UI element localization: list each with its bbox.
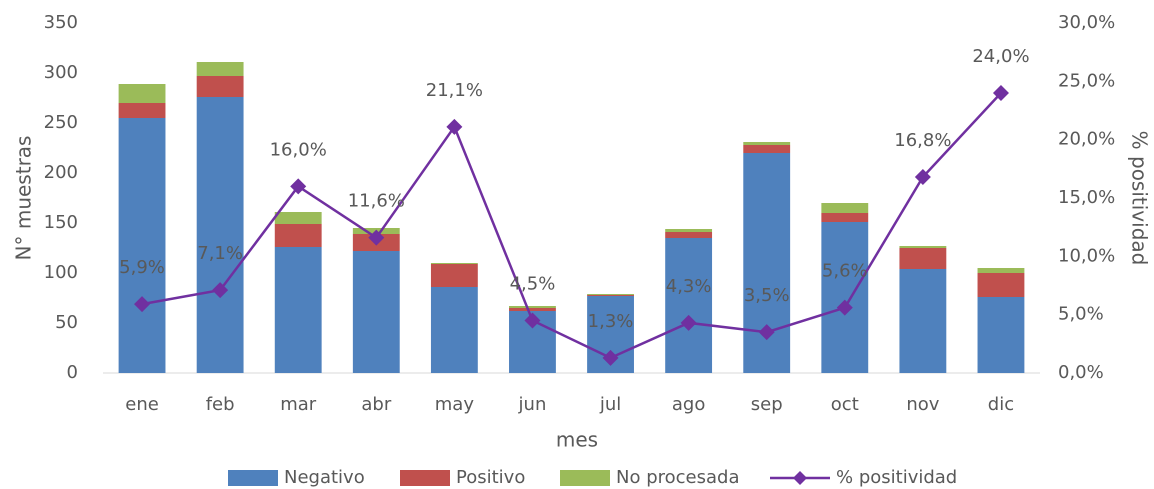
bar-segment xyxy=(821,213,869,222)
bar-segment xyxy=(977,297,1025,373)
bar-segment xyxy=(196,76,244,97)
legend-label: Positivo xyxy=(456,467,525,488)
data-label: 21,1% xyxy=(426,80,483,101)
bar-segment xyxy=(899,269,947,373)
line-marker xyxy=(836,299,853,316)
bar-segment xyxy=(743,145,791,153)
bar-segment xyxy=(274,224,322,247)
bar-segment xyxy=(430,287,478,373)
bar-segment xyxy=(509,306,556,308)
legend-label: No procesada xyxy=(616,467,739,488)
x-tick-label: jul xyxy=(599,394,621,415)
bar-segment xyxy=(899,246,947,248)
x-tick-label: oct xyxy=(831,394,859,415)
y2-tick-label: 25,0% xyxy=(1058,70,1115,91)
y-tick-label: 250 xyxy=(44,112,78,133)
x-tick-label: abr xyxy=(361,394,391,415)
bar-segment xyxy=(587,294,634,295)
x-tick-label: ago xyxy=(672,394,705,415)
data-label: 7,1% xyxy=(197,243,243,264)
bar-segment xyxy=(977,268,1025,273)
legend-label: % positividad xyxy=(836,467,957,488)
line-marker xyxy=(524,312,541,329)
data-label: 4,5% xyxy=(510,274,556,295)
y2-axis-title: % positividad xyxy=(1128,131,1152,266)
bar-segment xyxy=(587,295,634,296)
y2-tick-label: 15,0% xyxy=(1058,187,1115,208)
data-label: 11,6% xyxy=(348,191,405,212)
legend-swatch xyxy=(793,471,807,485)
bar-segment xyxy=(118,118,166,373)
y2-tick-label: 20,0% xyxy=(1058,129,1115,150)
data-label: 16,0% xyxy=(270,139,327,160)
x-tick-label: feb xyxy=(206,394,235,415)
y-axis-title: N° muestras xyxy=(12,136,36,261)
y-tick-label: 0 xyxy=(67,362,78,383)
bar-segment xyxy=(196,97,244,373)
line-marker xyxy=(212,282,229,299)
bar-segment xyxy=(977,273,1025,297)
bar-segment xyxy=(430,264,478,287)
bar-segment xyxy=(430,263,478,264)
y2-tick-label: 30,0% xyxy=(1058,12,1115,33)
y-tick-label: 350 xyxy=(44,12,78,33)
x-tick-label: dic xyxy=(988,394,1014,415)
line-marker xyxy=(602,349,619,366)
bar-segment xyxy=(274,247,322,373)
bar-segment xyxy=(196,62,244,76)
line xyxy=(141,92,1002,360)
bar-segment xyxy=(665,229,713,232)
data-label: 5,9% xyxy=(119,257,165,278)
y-tick-label: 100 xyxy=(44,262,78,283)
x-tick-label: sep xyxy=(751,394,783,415)
bar-segment xyxy=(352,251,400,373)
data-label: 16,8% xyxy=(894,130,951,151)
y2-tick-label: 0,0% xyxy=(1058,362,1104,383)
bar-segment xyxy=(665,238,713,373)
line-marker xyxy=(758,324,775,341)
line-marker xyxy=(134,296,151,313)
legend-swatch xyxy=(560,470,610,486)
x-tick-label: mar xyxy=(280,394,317,415)
bar-segment xyxy=(509,308,556,311)
bar-segment xyxy=(274,212,322,224)
line-marker xyxy=(680,314,697,331)
line-marker xyxy=(992,85,1009,101)
x-axis-title: mes xyxy=(556,428,598,452)
y-tick-label: 150 xyxy=(44,212,78,233)
x-tick-label: ene xyxy=(125,394,159,415)
line-marker xyxy=(368,229,385,246)
y2-tick-label: 10,0% xyxy=(1058,245,1115,266)
legend-swatch xyxy=(400,470,450,486)
y-tick-label: 200 xyxy=(44,162,78,183)
y2-tick-label: 5,0% xyxy=(1058,304,1104,325)
bar-segment xyxy=(118,84,166,103)
bar-segment xyxy=(821,222,869,373)
y-tick-label: 300 xyxy=(44,62,78,83)
data-label: 3,5% xyxy=(744,285,790,306)
bar-segment xyxy=(899,248,947,269)
bar-segment xyxy=(743,142,791,145)
x-tick-label: jun xyxy=(518,394,547,415)
data-label: 1,3% xyxy=(588,311,634,332)
y-tick-label: 50 xyxy=(55,312,78,333)
data-label: 24,0% xyxy=(972,46,1029,67)
line-marker xyxy=(290,178,307,195)
bar-segment xyxy=(118,103,166,118)
line-marker xyxy=(446,118,463,135)
x-tick-label: may xyxy=(435,394,475,415)
legend-swatch xyxy=(228,470,278,486)
data-label: 5,6% xyxy=(822,261,868,282)
bar-segment xyxy=(821,203,869,213)
bar-segment xyxy=(665,232,713,238)
data-label: 4,3% xyxy=(666,276,712,297)
legend-label: Negativo xyxy=(284,467,365,488)
x-tick-label: nov xyxy=(906,394,939,415)
line-marker xyxy=(914,169,931,185)
